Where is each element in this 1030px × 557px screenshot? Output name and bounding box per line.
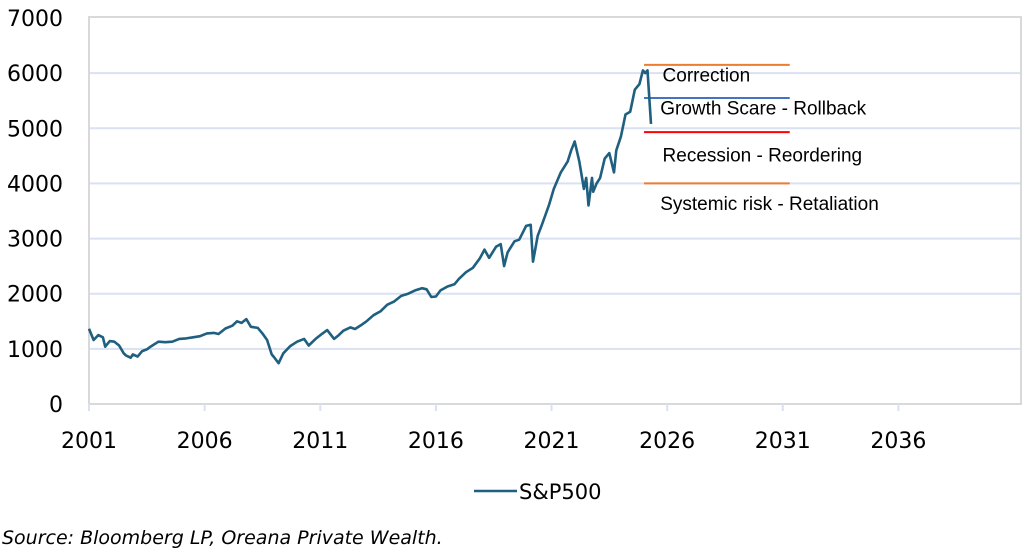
plot-area-border xyxy=(88,16,1022,405)
x-tick-label: 2026 xyxy=(639,429,695,454)
scenario-label: Growth Scare - Rollback xyxy=(660,99,866,120)
y-tick-label: 1000 xyxy=(7,338,63,363)
x-axis-ticks xyxy=(88,404,900,411)
y-axis-labels: 0 1000 2000 3000 4000 5000 6000 7000 xyxy=(7,7,63,418)
scenario-level-lines xyxy=(644,63,790,185)
scenario-label: Systemic risk - Retaliation xyxy=(660,194,879,215)
y-tick-label: 3000 xyxy=(7,228,63,253)
source-note: Source: Bloomberg LP, Oreana Private Wea… xyxy=(2,527,443,549)
gridlines xyxy=(89,72,1021,405)
y-tick-label: 6000 xyxy=(7,62,63,87)
y-tick-label: 4000 xyxy=(7,172,63,197)
scenario-label: Correction xyxy=(663,65,751,86)
x-axis-labels: 2001 2006 2011 2016 2021 2026 2031 2036 xyxy=(61,429,926,454)
y-tick-label: 0 xyxy=(49,393,63,418)
x-tick-label: 2011 xyxy=(292,429,348,454)
x-tick-label: 2001 xyxy=(61,429,117,454)
legend-label-sp500: S&P500 xyxy=(519,480,601,504)
scenario-labels: Correction Growth Scare - Rollback Recessi… xyxy=(660,65,879,214)
x-tick-label: 2031 xyxy=(755,429,811,454)
x-tick-label: 2006 xyxy=(177,429,233,454)
y-tick-label: 7000 xyxy=(7,7,63,32)
x-tick-label: 2016 xyxy=(408,429,464,454)
y-tick-label: 5000 xyxy=(7,117,63,142)
x-tick-label: 2036 xyxy=(870,429,926,454)
scenario-label: Recession - Reordering xyxy=(663,145,863,166)
x-tick-label: 2021 xyxy=(524,429,580,454)
legend: S&P500 xyxy=(474,480,601,504)
series-line-sp500 xyxy=(87,69,653,365)
y-tick-label: 2000 xyxy=(7,283,63,308)
